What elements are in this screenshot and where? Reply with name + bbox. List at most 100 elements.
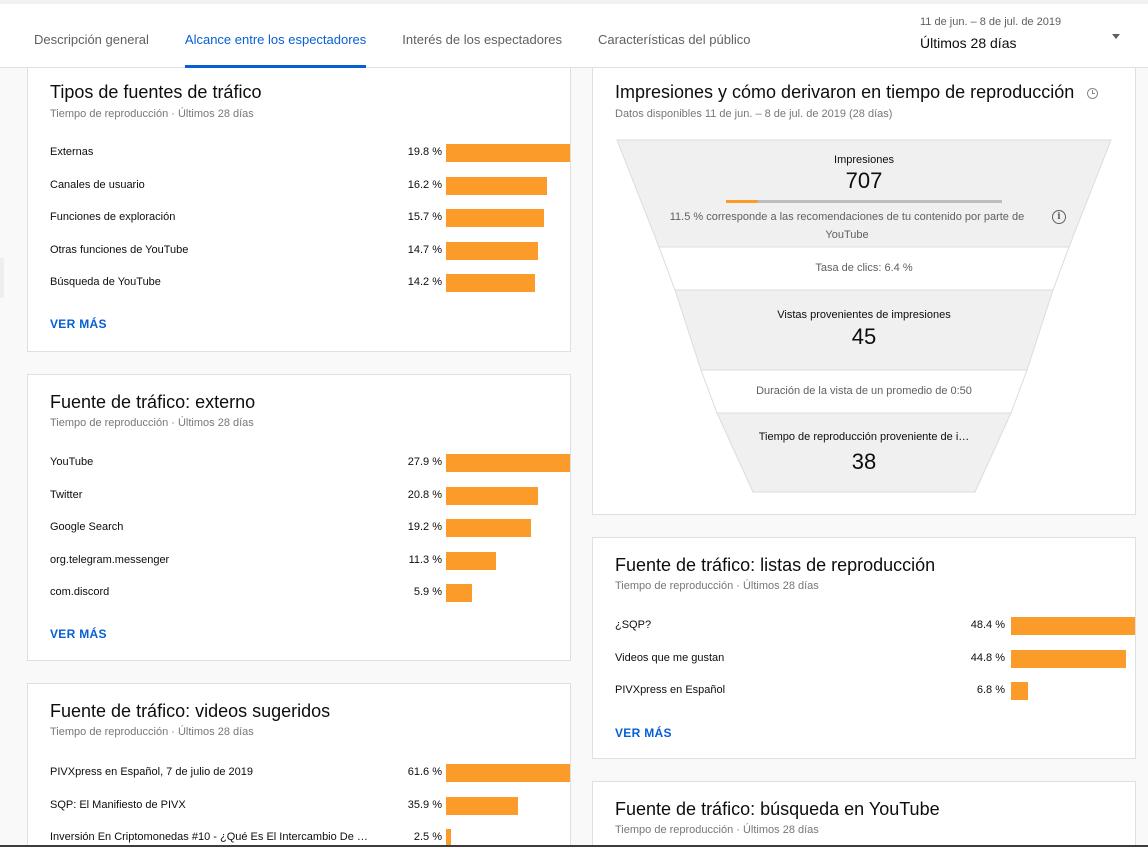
row-bar [446,209,545,227]
row-percentage: 35.9 % [407,798,442,811]
impressions-progress-fill [726,200,758,203]
row-bar [446,454,570,472]
row-percentage: 15.7 % [407,211,442,223]
row-percentage: 5.9 % [413,586,442,598]
traffic-source-row[interactable]: Videos que me gustan 44.8 % [615,649,1135,669]
card-title: Fuente de tráfico: videos sugeridos [50,701,331,721]
tab-interest[interactable]: Interés de los espectadores [402,31,563,47]
row-percentage: 20.8 % [407,488,442,501]
row-percentage: 61.6 % [407,766,442,778]
row-bar [446,551,497,570]
row-bar [446,241,539,260]
impressions-funnel-card: Impresiones y cómo derivaron en tiempo d… [592,68,1136,515]
row-bar [446,144,570,162]
card-title: Fuente de tráfico: listas de reproducció… [615,555,936,575]
traffic-source-row[interactable]: PIVXpress en Español 6.8 % [615,681,1135,701]
row-label: ¿SQP? [615,619,652,631]
row-label: Google Search [50,521,124,533]
row-label: PIVXpress en Español, 7 de julio de 2019 [50,766,254,778]
row-percentage: 2.5 % [413,831,442,843]
impressions-progress-track [726,200,1002,203]
traffic-source-row[interactable]: Funciones de exploración 15.7 % [50,208,570,228]
impressions-note: 11.5 % corresponde a las recomendaciones… [669,211,1025,241]
row-bar [446,519,532,537]
see-more-button[interactable]: VER MÁS [615,726,672,740]
see-more-button[interactable]: VER MÁS [50,317,107,331]
row-label: Videos que me gustan [615,651,725,664]
dropdown-caret-icon [1112,34,1120,39]
row-percentage: 48.4 % [970,619,1005,631]
row-label: com.discord [50,586,110,598]
row-label: org.telegram.messenger [50,553,170,566]
date-range-selector[interactable]: 11 de jun. – 8 de jul. de 2019 Últimos 2… [920,16,1130,60]
date-range-label: Últimos 28 días [920,35,1017,51]
traffic-source-row[interactable]: PIVXpress en Español, 7 de julio de 2019… [50,763,570,783]
tab-bar: Descripción general Alcance entre los es… [16,0,768,68]
traffic-source-row[interactable]: Google Search 19.2 % [50,518,570,538]
row-bar [1011,617,1135,635]
tab-reach[interactable]: Alcance entre los espectadores [167,0,384,68]
avg-duration-text: Duración de la vista de un promedio de 0… [756,385,972,397]
row-label: Externas [50,146,94,158]
card-subtitle: Tiempo de reproducción · Últimos 28 días [615,580,819,592]
traffic-source-row[interactable]: Inversión En Criptomonedas #10 - ¿Qué Es… [50,828,570,847]
traffic-source-row[interactable]: Externas 19.8 % [50,143,570,163]
date-range-dates: 11 de jun. – 8 de jul. de 2019 [920,16,1062,28]
traffic-source-row[interactable]: Búsqueda de YouTube 14.2 % [50,273,570,293]
funnel-stage-watchtime [716,412,1012,493]
row-bar [446,274,535,292]
traffic-source-row[interactable]: YouTube 27.9 % [50,453,570,473]
row-percentage: 27.9 % [407,456,442,468]
ctr-text: Tasa de clics: 6.4 % [815,262,913,274]
traffic-types-card: Tipos de fuentes de tráfico Tiempo de re… [27,68,571,352]
watch-time-label: Tiempo de reproducción proveniente de i… [758,431,970,443]
views-value: 45 [851,324,877,349]
traffic-source-row[interactable]: SQP: El Manifiesto de PIVX 35.9 % [50,796,570,816]
row-percentage: 11.3 % [408,553,442,566]
card-title: Fuente de tráfico: externo [50,392,256,412]
row-label: Inversión En Criptomonedas #10 - ¿Qué Es… [50,831,368,843]
left-edge [0,258,4,298]
impressions-label: Impresiones [834,154,894,166]
card-subtitle: Tiempo de reproducción · Últimos 28 días [615,824,819,836]
row-label: Canales de usuario [50,178,145,191]
tab-overview[interactable]: Descripción general [34,31,149,47]
row-bar [446,584,473,602]
row-percentage: 6.8 % [976,684,1005,696]
row-bar [1011,649,1126,668]
traffic-source-row[interactable]: com.discord 5.9 % [50,583,570,603]
top-shadow [0,0,1148,4]
row-label: PIVXpress en Español [615,684,726,696]
row-percentage: 19.8 % [407,146,442,158]
youtube-search-traffic-card: Fuente de tráfico: búsqueda en YouTube T… [592,781,1136,847]
tab-audience[interactable]: Características del público [598,31,751,47]
row-bar [1011,682,1029,700]
traffic-source-row[interactable]: Twitter 20.8 % [50,486,570,506]
card-title: Fuente de tráfico: búsqueda en YouTube [615,799,940,819]
traffic-source-row[interactable]: ¿SQP? 48.4 % [615,616,1135,636]
see-more-button[interactable]: VER MÁS [50,627,107,641]
traffic-source-row[interactable]: Otras funciones de YouTube 14.7 % [50,241,570,261]
traffic-source-row[interactable]: org.telegram.messenger 11.3 % [50,551,570,571]
info-icon[interactable]: i [1052,210,1066,224]
funnel-graphic [616,139,1112,493]
card-subtitle: Tiempo de reproducción · Últimos 28 días [50,417,254,429]
external-traffic-card: Fuente de tráfico: externo Tiempo de rep… [27,374,571,661]
row-label: Otras funciones de YouTube [50,243,189,256]
row-percentage: 44.8 % [970,651,1005,664]
row-bar [446,176,548,195]
views-label: Vistas provenientes de impresiones [777,309,951,321]
row-label: SQP: El Manifiesto de PIVX [50,798,186,811]
row-label: Twitter [50,488,83,501]
row-label: Funciones de exploración [50,211,176,223]
row-label: Búsqueda de YouTube [50,276,161,288]
row-percentage: 16.2 % [407,178,442,191]
row-bar [446,486,539,505]
playlists-traffic-card: Fuente de tráfico: listas de reproducció… [592,537,1136,759]
watch-time-value: 38 [851,449,877,474]
suggested-videos-card: Fuente de tráfico: videos sugeridos Tiem… [27,683,571,847]
bottom-edge [0,845,1148,847]
card-subtitle: Datos disponibles 11 de jun. – 8 de jul.… [615,108,893,120]
traffic-source-row[interactable]: Canales de usuario 16.2 % [50,176,570,196]
row-label: YouTube [50,456,94,468]
